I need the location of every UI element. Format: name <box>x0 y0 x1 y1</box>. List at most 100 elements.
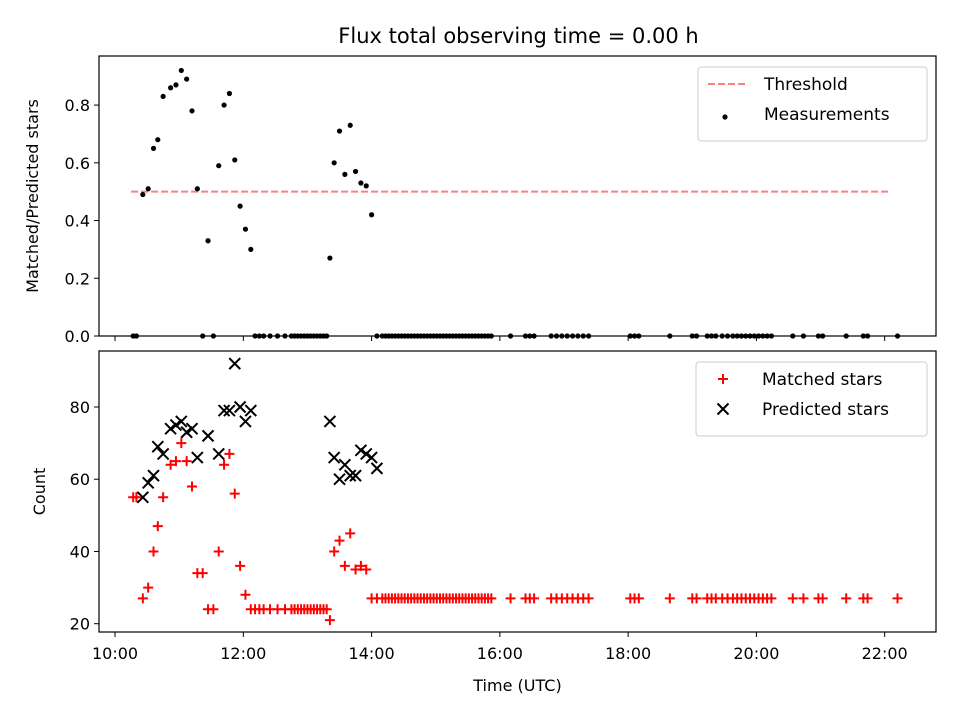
legend-box <box>695 361 928 437</box>
data-point <box>327 255 333 261</box>
y-tick-label: 60 <box>70 470 90 489</box>
x-axis-label: Time (UTC) <box>472 676 561 695</box>
data-point <box>141 476 155 490</box>
data-point <box>242 226 249 232</box>
data-point <box>248 246 254 253</box>
data-point <box>349 469 362 482</box>
data-point <box>244 404 258 417</box>
data-point <box>136 491 150 504</box>
data-point <box>173 82 179 88</box>
data-point <box>147 469 160 482</box>
data-point <box>185 422 199 435</box>
y-tick-label: 20 <box>70 615 90 634</box>
data-point <box>841 593 852 604</box>
data-point <box>350 564 361 575</box>
legend-label: Matched stars <box>762 370 882 390</box>
data-point <box>131 492 142 503</box>
data-point <box>329 546 340 557</box>
data-point <box>342 171 348 177</box>
data-point <box>239 415 252 428</box>
data-point <box>229 488 240 499</box>
data-point <box>633 593 644 604</box>
data-point <box>178 67 184 74</box>
series-predicted-stars <box>136 357 384 504</box>
data-point <box>233 400 247 414</box>
data-point <box>156 447 170 461</box>
data-point <box>170 456 181 467</box>
data-point <box>219 459 230 470</box>
data-point <box>197 568 208 579</box>
data-point <box>334 535 345 546</box>
legend-label: Predicted stars <box>762 400 889 420</box>
legend-plus-swatch <box>718 374 728 384</box>
data-point <box>354 444 368 457</box>
y-tick-label: 40 <box>70 542 90 561</box>
data-point <box>343 469 357 482</box>
data-point <box>321 604 332 615</box>
data-point <box>160 93 166 100</box>
data-point <box>137 593 148 604</box>
axes-frame <box>98 350 937 633</box>
data-point <box>176 438 187 449</box>
legend-dot-swatch <box>722 114 728 120</box>
data-point <box>155 137 161 143</box>
legend: Threshold Measurements <box>697 66 928 142</box>
x-tick-label: 16:00 <box>477 644 523 663</box>
data-point <box>370 462 384 475</box>
data-point <box>361 564 372 575</box>
data-point <box>184 76 190 82</box>
data-point <box>189 108 195 114</box>
data-point <box>223 404 236 417</box>
data-point <box>486 593 497 604</box>
data-point <box>347 122 353 128</box>
data-point <box>152 521 163 532</box>
y-tick-label: 0.0 <box>65 327 90 346</box>
data-point <box>165 459 176 470</box>
data-point <box>194 186 200 192</box>
y-tick-label: 0.4 <box>65 212 90 231</box>
data-point <box>327 451 341 464</box>
data-point <box>180 426 193 439</box>
data-point <box>151 440 165 453</box>
data-point <box>237 203 243 209</box>
data-point <box>691 593 702 604</box>
data-point <box>817 593 828 604</box>
data-point <box>352 168 359 175</box>
legend-label: Threshold <box>763 75 848 95</box>
data-point <box>360 447 373 461</box>
data-point <box>240 589 251 600</box>
top-panel: 0.0 0.2 0.4 0.6 0.8 Matched/Predicted stars Th… <box>23 55 937 346</box>
data-point <box>143 582 154 593</box>
x-tick-label: 14:00 <box>349 644 395 663</box>
data-point <box>323 415 337 428</box>
data-point <box>339 560 350 571</box>
data-point <box>235 560 246 571</box>
data-point <box>862 593 873 604</box>
data-point <box>169 418 183 432</box>
axes-frame <box>98 55 937 337</box>
y-tick-label: 80 <box>70 398 90 417</box>
legend: Matched stars Predicted stars <box>695 361 928 437</box>
data-point <box>201 429 215 443</box>
series-matched-stars <box>128 438 903 626</box>
y-tick-label: 0.8 <box>65 96 90 115</box>
data-point <box>355 560 366 571</box>
data-point <box>338 458 352 471</box>
data-point <box>140 191 146 198</box>
data-point <box>164 422 177 435</box>
data-point <box>368 212 375 218</box>
data-point <box>583 593 594 604</box>
x-tick-label: 10:00 <box>92 644 138 663</box>
data-point <box>168 85 174 91</box>
data-point <box>529 593 540 604</box>
data-point <box>205 238 211 244</box>
x-tick-label: 20:00 <box>733 644 779 663</box>
x-tick-label: 12:00 <box>220 644 266 663</box>
data-point <box>224 448 235 459</box>
data-point <box>148 546 159 557</box>
y-axis-label: Matched/Predicted stars <box>23 99 42 293</box>
data-point <box>213 546 224 557</box>
data-point <box>226 90 233 97</box>
data-point <box>892 593 903 604</box>
y-tick-label: 0.2 <box>65 269 90 288</box>
